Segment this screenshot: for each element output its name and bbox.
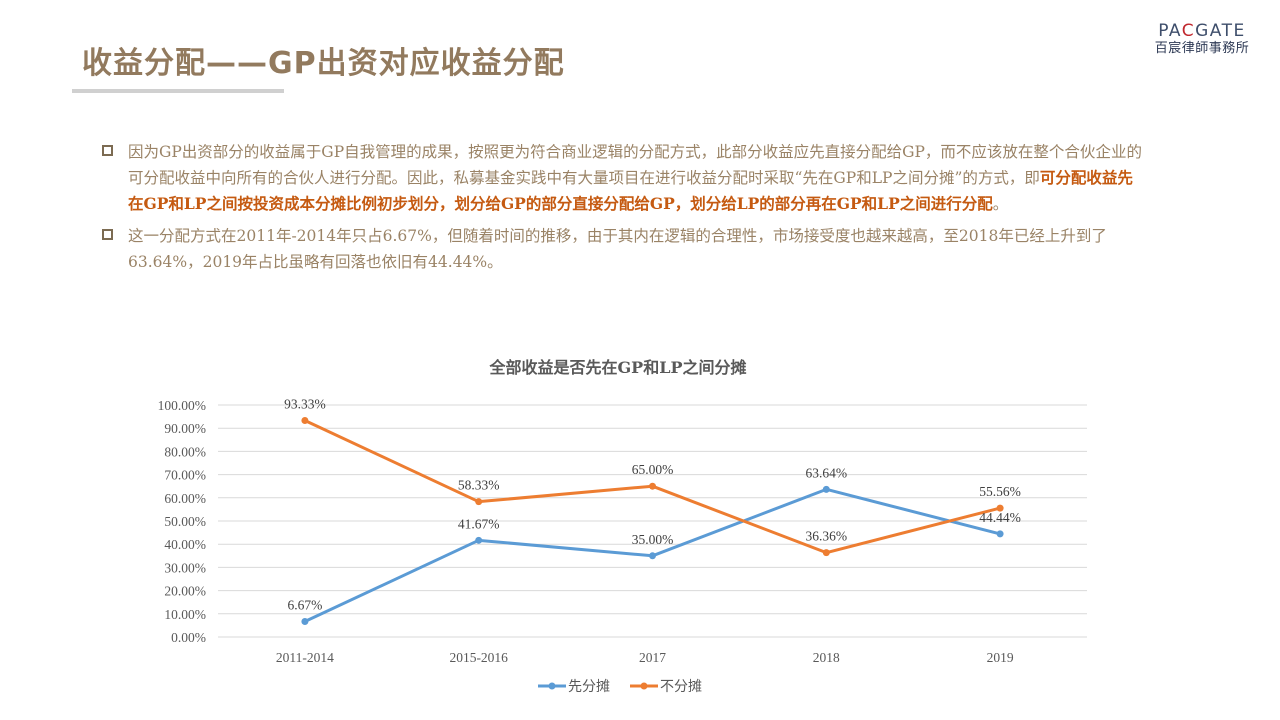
data-label: 93.33% (284, 396, 326, 411)
data-label: 58.33% (458, 478, 500, 493)
legend-marker-icon (640, 682, 648, 690)
series-group (301, 416, 1004, 626)
page-title: 收益分配——GP出资对应收益分配 (82, 46, 565, 81)
data-point-marker (649, 552, 656, 560)
data-labels: 6.67% 41.67% 35.00% 63.64% 44.44% 93.33% 58.33… (284, 396, 1021, 612)
title-underline (72, 89, 284, 93)
hollow-square-bullet-icon (102, 229, 113, 240)
y-tick-label: 50.00% (164, 514, 206, 529)
logo-suffix: GATE (1195, 21, 1246, 41)
bullet-item: 因为GP出资部分的收益属于GP自我管理的成果，按照更为符合商业逻辑的分配方式，此… (102, 139, 1142, 217)
logo-prefix: PA (1158, 21, 1182, 41)
data-label: 63.64% (805, 465, 847, 480)
data-point-marker (822, 485, 830, 493)
x-axis-ticks: 2011-2014 2015-2016 2017 2018 2019 (276, 650, 1014, 665)
bullet-emphasis-text: 可分配收益先在GP和LP之间按投资成本分摊比例初步划分，划分给GP的部分直接分配… (128, 168, 1133, 213)
legend-item: 先分摊 (538, 679, 610, 695)
gridlines (218, 404, 1087, 638)
y-axis-ticks: 0.00% 10.00% 20.00% 30.00% 40.00% 50.00% 60.00… (158, 398, 206, 645)
y-tick-label: 40.00% (164, 537, 206, 552)
data-point-marker (996, 504, 1004, 512)
data-label: 41.67% (458, 516, 500, 531)
logo-wordmark: PACGATE (1147, 22, 1257, 40)
chart-title: 全部收益是否先在GP和LP之间分摊 (489, 358, 747, 377)
y-tick-label: 70.00% (164, 468, 206, 483)
x-tick-label: 2018 (813, 650, 840, 665)
logo-accent: C (1181, 21, 1196, 41)
line-chart: 全部收益是否先在GP和LP之间分摊 0.00% 10.00% 20.00% 30.00… (0, 340, 1280, 720)
x-tick-label: 2011-2014 (276, 650, 334, 665)
data-point-marker (301, 416, 309, 424)
data-point-marker (475, 536, 483, 544)
x-tick-label: 2015-2016 (449, 650, 508, 665)
bullet-text: 这一分配方式在2011年-2014年只占6.67%，但随着时间的推移，由于其内在… (128, 223, 1142, 275)
y-tick-label: 90.00% (164, 421, 206, 436)
y-tick-label: 20.00% (164, 584, 206, 599)
data-point-marker (301, 618, 309, 626)
data-point-marker (822, 549, 830, 557)
data-label: 35.00% (632, 532, 674, 547)
legend-item: 不分摊 (630, 679, 702, 695)
logo-subtitle: 百宸律師事務所 (1154, 41, 1250, 56)
data-point-marker (996, 530, 1004, 538)
data-label: 36.36% (805, 529, 847, 544)
y-tick-label: 10.00% (164, 607, 206, 622)
data-point-marker (649, 482, 656, 490)
legend-label: 不分摊 (660, 679, 702, 695)
legend: 先分摊 不分摊 (538, 679, 702, 695)
bullet-text: 因为GP出资部分的收益属于GP自我管理的成果，按照更为符合商业逻辑的分配方式，此… (128, 139, 1142, 217)
y-tick-label: 30.00% (164, 560, 206, 575)
data-label: 6.67% (287, 598, 322, 613)
data-point-marker (475, 498, 483, 506)
y-tick-label: 0.00% (171, 630, 206, 645)
y-tick-label: 60.00% (164, 491, 206, 506)
x-tick-label: 2017 (639, 650, 666, 665)
bullet-text-segment: 。 (992, 195, 1009, 213)
data-label: 44.44% (979, 510, 1021, 525)
y-tick-label: 80.00% (164, 444, 206, 459)
data-label: 65.00% (632, 462, 674, 477)
bullet-list: 因为GP出资部分的收益属于GP自我管理的成果，按照更为符合商业逻辑的分配方式，此… (102, 139, 1142, 281)
chart-svg: 全部收益是否先在GP和LP之间分摊 0.00% 10.00% 20.00% 30.00… (158, 358, 1087, 695)
company-logo: PACGATE 百宸律師事務所 (1147, 22, 1257, 57)
hollow-square-bullet-icon (102, 145, 113, 156)
x-tick-label: 2019 (987, 650, 1014, 665)
y-tick-label: 100.00% (158, 398, 206, 413)
bullet-text-segment: 因为GP出资部分的收益属于GP自我管理的成果，按照更为符合商业逻辑的分配方式，此… (128, 143, 1142, 187)
data-label: 55.56% (979, 484, 1021, 499)
legend-label: 先分摊 (568, 679, 610, 695)
bullet-text-segment: 这一分配方式在2011年-2014年只占6.67%，但随着时间的推移，由于其内在… (128, 227, 1107, 271)
bullet-item: 这一分配方式在2011年-2014年只占6.67%，但随着时间的推移，由于其内在… (102, 223, 1142, 275)
legend-marker-icon (548, 682, 556, 690)
